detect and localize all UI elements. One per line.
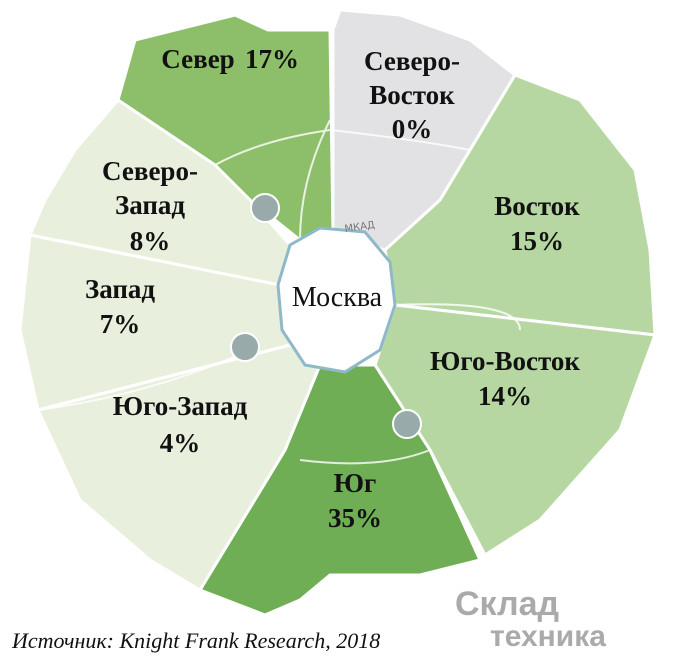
value-label: 7% <box>100 309 141 339</box>
roads <box>37 119 521 465</box>
source: Источник: Knight Frank Research, 2018 <box>11 628 380 653</box>
region-name: Восток <box>494 191 580 221</box>
region-name: Юго-Запад <box>113 391 248 421</box>
logo: техника <box>490 620 606 653</box>
value-label: 4% <box>160 428 201 458</box>
region-name: Северо-Запад <box>102 156 198 220</box>
value-label: 17% <box>245 44 299 74</box>
region-name: Север <box>161 44 234 74</box>
value-label: 8% <box>130 226 171 256</box>
center-label: Москва <box>292 282 383 313</box>
airport-icons <box>230 193 422 439</box>
region-name: Северо-Восток <box>364 46 460 110</box>
mkad-ring <box>276 226 397 374</box>
region-name: Юго-Восток <box>430 346 580 376</box>
value-label: 14% <box>478 381 532 411</box>
value-label: 0% <box>392 114 433 144</box>
logo: Склад <box>455 585 559 623</box>
ring-label: МКАД <box>344 220 376 235</box>
value-label: 15% <box>510 226 564 256</box>
value-label: 35% <box>328 503 382 533</box>
region-name: Юг <box>334 468 377 498</box>
region-name: Запад <box>85 274 155 304</box>
